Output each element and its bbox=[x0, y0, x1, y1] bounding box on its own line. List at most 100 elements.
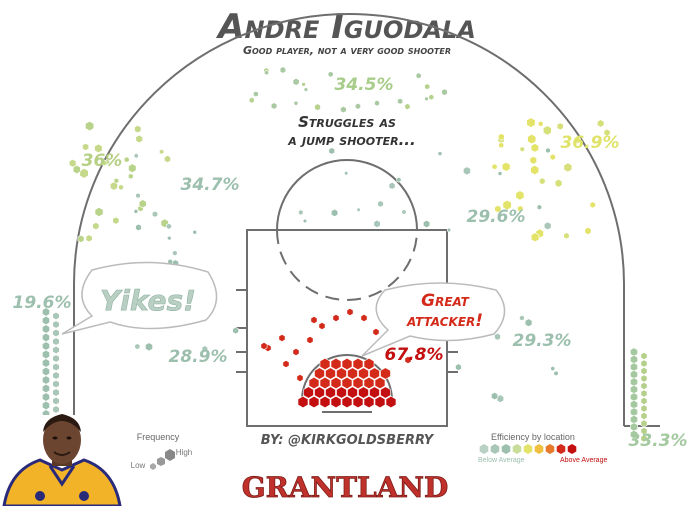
shot-hexagon bbox=[401, 209, 407, 215]
shot-hexagon bbox=[630, 392, 638, 402]
shot-hexagon bbox=[293, 100, 299, 106]
shot-hexagon bbox=[341, 376, 353, 390]
shot-hexagon bbox=[330, 357, 342, 371]
shot-hexagon bbox=[517, 205, 524, 213]
shot-hexagon bbox=[94, 143, 103, 154]
shot-hexagon bbox=[85, 120, 95, 132]
shot-hexagon bbox=[325, 386, 336, 399]
shot-hexagon bbox=[319, 357, 331, 371]
free-throw-circle-top bbox=[276, 159, 418, 231]
shot-hexagon bbox=[42, 324, 50, 334]
shot-hexagon bbox=[52, 345, 60, 355]
shot-hexagon bbox=[630, 369, 638, 380]
shot-hexagon bbox=[319, 395, 331, 409]
shot-hexagon bbox=[363, 395, 375, 409]
shot-hexagon bbox=[42, 349, 50, 360]
shot-hexagon bbox=[502, 199, 512, 211]
shot-hexagon bbox=[554, 178, 563, 188]
shot-hexagon bbox=[264, 70, 269, 76]
shot-hexagon bbox=[310, 316, 318, 324]
shot-hexagon bbox=[278, 334, 286, 342]
shot-hexagon bbox=[279, 66, 287, 74]
chart-subtitle: Good player, not a very good shooter bbox=[243, 44, 451, 57]
court-lines bbox=[40, 13, 660, 427]
shot-hexagon bbox=[152, 210, 158, 218]
efficiency-swatch bbox=[479, 444, 489, 454]
shot-hexagon bbox=[270, 102, 278, 110]
shot-hexagon bbox=[201, 345, 208, 353]
shot-hexagon bbox=[640, 374, 648, 383]
shot-hexagon bbox=[135, 192, 141, 199]
shot-hexagon bbox=[542, 125, 552, 136]
annotation-jump-line2: a jump shooter... bbox=[287, 131, 415, 149]
zone-labels: 19.6% 36% 34.5% 36.9% 33.3% 34.7% 29.6% 28.9% 29… bbox=[13, 75, 688, 451]
shot-hexagon bbox=[303, 386, 314, 399]
shot-hexagon bbox=[497, 170, 503, 177]
shot-hexagon bbox=[630, 414, 638, 425]
shot-hexagon bbox=[297, 395, 309, 409]
shot-hexagon bbox=[352, 357, 364, 371]
frequency-low-label: Low bbox=[131, 461, 146, 470]
shot-hexagon bbox=[640, 427, 648, 435]
shot-hexagon bbox=[356, 207, 361, 213]
shot-hexagon bbox=[441, 88, 448, 96]
great-attacker-bubble: Great attacker! bbox=[361, 282, 506, 357]
shot-hexagon bbox=[145, 342, 153, 352]
shot-hexagon bbox=[352, 376, 364, 390]
shot-hexagon bbox=[336, 367, 347, 380]
shot-hexagon bbox=[260, 342, 268, 350]
shot-hexagon bbox=[501, 161, 511, 172]
efficiency-above-label: Above Average bbox=[560, 457, 607, 464]
shot-hexagon bbox=[341, 395, 353, 409]
shot-hexagon bbox=[494, 204, 502, 213]
shot-hexagon bbox=[369, 367, 380, 380]
shot-hexagon bbox=[52, 311, 60, 321]
player-head bbox=[43, 416, 81, 464]
shot-hexagon bbox=[332, 314, 340, 322]
shot-hexagon bbox=[134, 125, 142, 134]
shot-hexagon bbox=[374, 395, 386, 409]
shot-hexagon bbox=[530, 164, 540, 176]
efficiency-legend: Efficiency by location Below Average Abo… bbox=[478, 432, 607, 464]
shot-hexagon bbox=[128, 163, 137, 173]
shot-hexagon bbox=[303, 87, 309, 93]
grantland-logo: GRANTLAND bbox=[242, 471, 449, 504]
shot-hexagon bbox=[330, 208, 339, 217]
efficiency-swatch bbox=[512, 444, 522, 454]
shot-hexagon bbox=[42, 366, 50, 377]
shot-hexagon bbox=[630, 347, 638, 357]
shot-hexagon bbox=[519, 314, 525, 322]
shot-hexagon bbox=[584, 226, 592, 235]
shot-hexagon bbox=[369, 386, 380, 399]
shot-hexagon bbox=[630, 399, 638, 410]
shot-hexagon bbox=[404, 356, 412, 364]
shot-hexagon bbox=[301, 81, 306, 87]
shot-hexagon bbox=[172, 250, 178, 257]
shot-hexagon bbox=[530, 232, 540, 243]
shot-hexagon bbox=[328, 147, 336, 155]
efficiency-swatch bbox=[545, 444, 555, 454]
shot-hexagon bbox=[437, 151, 443, 157]
shot-hexagon bbox=[640, 359, 648, 368]
shot-hexagon bbox=[314, 367, 325, 380]
shot-hexagon bbox=[640, 434, 648, 443]
shot-hexagon bbox=[79, 168, 89, 179]
shot-hexagon bbox=[42, 358, 50, 368]
shot-hexagon bbox=[589, 201, 596, 209]
great-line1: Great bbox=[421, 291, 470, 311]
zone-label: 67.8% bbox=[385, 345, 444, 365]
shot-hexagon bbox=[314, 386, 325, 399]
shot-hexagon bbox=[306, 336, 314, 344]
shot-hexagon bbox=[352, 395, 364, 409]
zone-label: 34.5% bbox=[335, 75, 394, 95]
shot-hexagon bbox=[640, 352, 648, 360]
shot-hexagon bbox=[346, 308, 354, 316]
shot-hexagon bbox=[128, 173, 134, 180]
shot-hexagon bbox=[491, 163, 498, 170]
shot-hexagon bbox=[497, 133, 505, 141]
shot-hexagon bbox=[526, 117, 536, 128]
shot-hexagon bbox=[232, 326, 239, 335]
shot-hexagon bbox=[424, 96, 429, 102]
free-throw-circle-bottom bbox=[276, 229, 418, 301]
